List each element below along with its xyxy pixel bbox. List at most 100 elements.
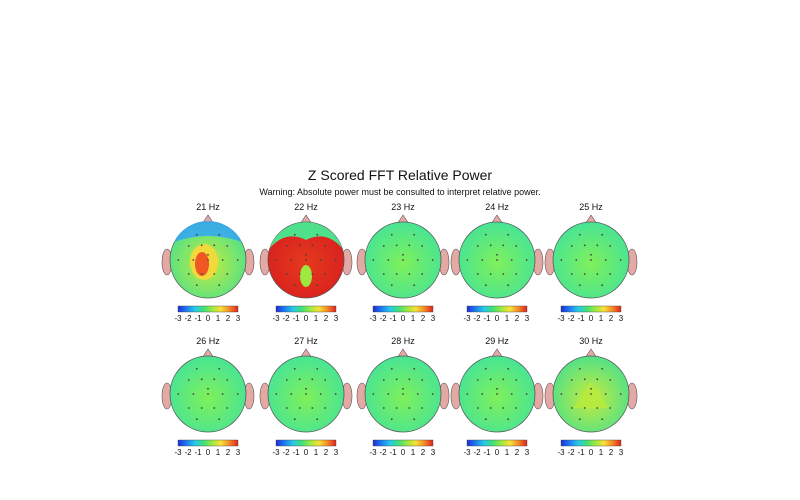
electrode-dot (213, 378, 216, 381)
electrode-dot (334, 393, 337, 395)
electrode-dot (177, 259, 180, 261)
frontal-region (270, 222, 342, 248)
electrode-dot (416, 393, 419, 395)
colorbar (177, 305, 239, 313)
electrode-dot (298, 244, 301, 247)
colorbar-tick-label: -1 (194, 448, 202, 457)
electrode-dot (305, 393, 307, 395)
electrode-dot (466, 393, 469, 395)
colorbar-tick-label: 2 (324, 314, 329, 323)
electrode-dot (413, 418, 416, 421)
electrode-dot (570, 273, 573, 275)
electrode-dot (316, 284, 319, 287)
electrode-dot (596, 273, 599, 275)
posterior-region (300, 265, 312, 287)
colorbar-tick-label: -3 (463, 448, 471, 457)
electrode-dot (515, 379, 518, 381)
electrode-dot (334, 259, 337, 261)
colorbar-tick-label: 3 (619, 448, 624, 457)
electrode-dot (311, 407, 314, 409)
electrode-dot (298, 378, 301, 381)
electrode-dot (382, 379, 385, 381)
colorbar-tick-label: -2 (473, 448, 481, 457)
colorbar-tick-label: -2 (567, 314, 575, 323)
frequency-label: 28 Hz (391, 336, 415, 346)
electrode-dot (382, 407, 385, 409)
low-power-region (174, 220, 242, 242)
colorbar-tick-label: -2 (379, 448, 387, 457)
colorbar-tick-label: 3 (334, 448, 339, 457)
electrode-dot (402, 387, 404, 390)
colorbar-tick-label: -3 (369, 448, 377, 457)
colorbar-tick-label: 2 (421, 448, 426, 457)
colorbar-tick-label: 3 (525, 314, 530, 323)
colorbar-tick-label: -2 (567, 448, 575, 457)
electrode-dot (395, 244, 398, 247)
electrode-dot (177, 393, 180, 395)
colorbar-tick-label: -2 (379, 314, 387, 323)
electrode-dot (619, 393, 622, 395)
electrode-dot (466, 259, 469, 261)
electrode-dot (601, 367, 604, 370)
electrode-dot (311, 273, 314, 275)
electrode-dot (372, 259, 375, 261)
frequency-label: 21 Hz (196, 202, 220, 212)
electrode-dot (382, 273, 385, 275)
electrode-dot (570, 379, 573, 381)
electrode-dot (507, 233, 510, 236)
electrode-dot (583, 244, 586, 247)
frequency-label: 27 Hz (294, 336, 318, 346)
electrode-dot (431, 259, 434, 261)
electrode-dot (293, 284, 296, 287)
electrode-dot (226, 379, 229, 381)
electrode-dot (489, 378, 492, 381)
colorbar-tick-label: 0 (589, 448, 594, 457)
electrode-dot (290, 259, 293, 261)
topomap-28-hz: 28 Hz -3 -2 -1 0 1 2 3 (356, 336, 450, 457)
electrode-dot (187, 407, 190, 409)
electrode-dot (285, 245, 288, 247)
electrode-dot (489, 244, 492, 247)
electrode-dot (570, 407, 573, 409)
electrode-dot (221, 259, 224, 261)
electrode-dot (236, 259, 239, 261)
colorbar-tick-label: 0 (206, 448, 211, 457)
electrode-dot (578, 233, 581, 236)
frequency-label: 24 Hz (485, 202, 509, 212)
electrode-dot (200, 273, 203, 275)
electrode-dot (200, 378, 203, 381)
colorbar-tick-label: 3 (236, 314, 241, 323)
electrode-dot (496, 259, 498, 261)
electrode-dot (316, 367, 319, 370)
electrode-dot (387, 259, 390, 261)
electrode-dot (316, 418, 319, 421)
colorbar-tick-label: 1 (411, 448, 416, 457)
colorbar-tick-label: 1 (599, 448, 604, 457)
electrode-dot (560, 393, 563, 395)
colorbar-tick-label: -3 (557, 314, 565, 323)
colorbar-tick-label: -2 (184, 448, 192, 457)
electrode-dot (502, 273, 505, 275)
electrode-dot (476, 379, 479, 381)
electrode-dot (382, 245, 385, 247)
electrode-dot (496, 253, 498, 256)
electrode-dot (298, 407, 301, 409)
electrode-dot (476, 245, 479, 247)
warning-subtitle: Warning: Absolute power must be consulte… (259, 187, 541, 197)
electrode-dot (218, 367, 221, 370)
electrode-dot (226, 407, 229, 409)
electrode-dot (421, 245, 424, 247)
electrode-dot (604, 259, 607, 261)
electrode-dot (293, 367, 296, 370)
electrode-dot (319, 259, 322, 261)
electrode-dot (387, 393, 390, 395)
peak-region (195, 252, 209, 276)
electrode-dot (596, 407, 599, 409)
electrode-dot (601, 284, 604, 287)
electrode-dot (395, 378, 398, 381)
colorbar-tick-label: 1 (314, 448, 319, 457)
electrode-dot (525, 393, 528, 395)
electrode-dot (390, 284, 393, 287)
electrode-dot (305, 253, 307, 256)
